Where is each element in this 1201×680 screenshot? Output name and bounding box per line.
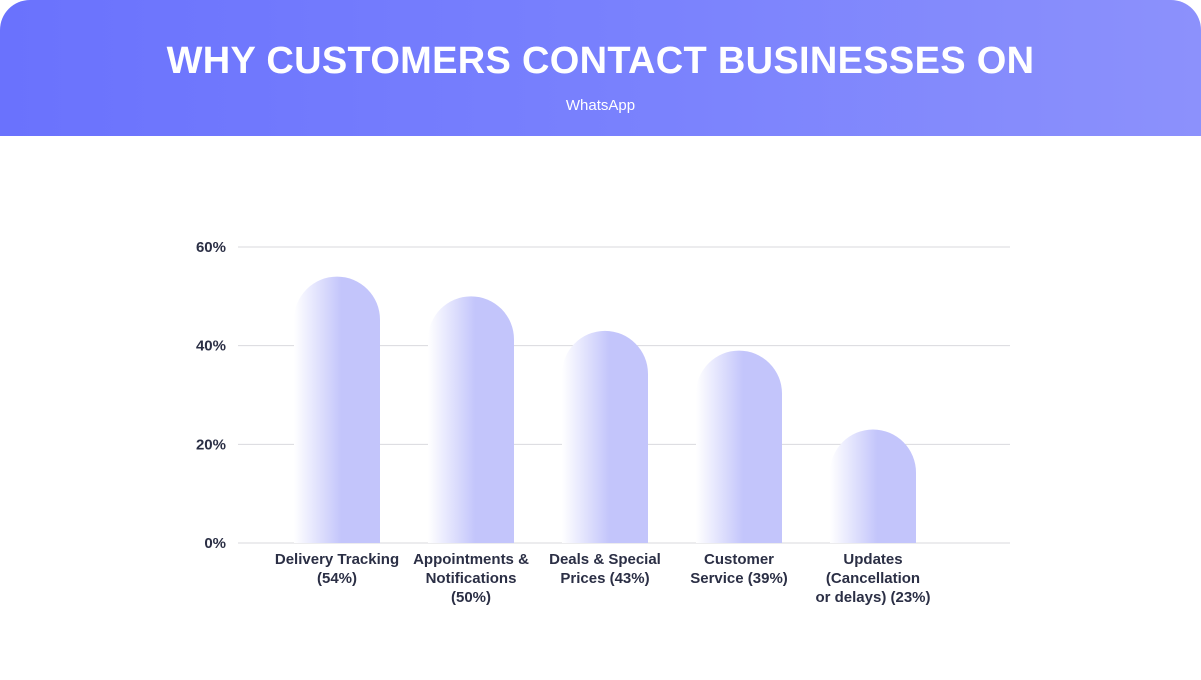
bar (428, 296, 514, 543)
bar (562, 330, 648, 543)
x-tick-label: Updates (843, 551, 902, 568)
chart-title: WHY CUSTOMERS CONTACT BUSINESSES ON (166, 40, 1035, 82)
y-tick-label: 60% (196, 239, 226, 256)
x-tick-label: (Cancellation (826, 570, 920, 587)
x-tick-label: Service (39%) (690, 570, 788, 587)
x-tick-label: (54%) (317, 570, 357, 587)
y-tick-label: 40% (196, 338, 226, 355)
x-tick-label: or delays) (23%) (815, 589, 930, 606)
x-tick-label: Deals & Special (549, 551, 661, 568)
bar (830, 429, 916, 543)
bar (696, 350, 782, 543)
x-tick-label: Delivery Tracking (275, 551, 399, 568)
chart-subtitle: WhatsApp (565, 97, 636, 114)
x-tick-label: Customer (704, 551, 774, 568)
y-tick-label: 0% (204, 535, 226, 552)
chart-header: WHY CUSTOMERS CONTACT BUSINESSES ON What… (0, 0, 1201, 136)
x-tick-label: Prices (43%) (560, 570, 649, 587)
y-tick-label: 20% (196, 436, 226, 453)
x-tick-label: Notifications (426, 570, 517, 587)
bar (294, 276, 380, 543)
x-tick-label: (50%) (451, 589, 491, 606)
x-tick-label: Appointments & (413, 551, 529, 568)
